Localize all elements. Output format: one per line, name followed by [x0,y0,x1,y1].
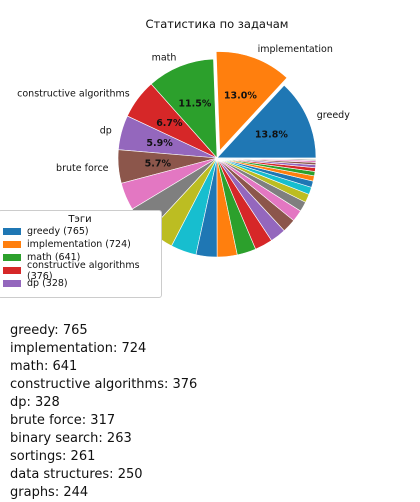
stat-line: binary search: 263 [10,431,132,446]
slice-category-label: math [152,52,177,63]
chart-title: Статистика по задачам [146,17,289,31]
stat-line: math: 641 [10,359,78,374]
slice-category-label: dp [100,125,112,136]
slice-percent-label: 13.8% [255,130,288,141]
slice-percent-label: 5.7% [145,159,172,170]
legend-entry: constructive algorithms (376) [0,260,161,282]
legend-entry: dp (328) [0,277,161,290]
stat-line: data structures: 250 [10,467,143,482]
legend-label: constructive algorithms (376) [27,259,140,282]
pie-slice-math [150,58,218,159]
stat-line: greedy: 765 [10,323,88,338]
pie-chart-svg: Статистика по задачам 13.8% greedy 13.0% im… [17,17,350,258]
slice-percent-label: 6.7% [156,118,183,129]
legend-label: dp (328) [27,278,68,289]
slice-category-label: implementation [258,44,333,55]
legend-swatch [3,280,21,287]
stat-line: implementation: 724 [10,341,147,356]
slice-percent-label: 13.0% [224,90,257,101]
pie-slice [216,157,317,159]
tag-stats-list: greedy: 765 implementation: 724 math: 64… [10,322,197,502]
legend-entry: math (641) [0,251,161,264]
legend-label: greedy (765) [27,226,89,237]
stat-line: brute force: 317 [10,413,116,428]
legend-label: math (641) [27,252,81,263]
legend-swatch [3,267,21,274]
stat-line: constructive algorithms: 376 [10,377,198,392]
legend-swatch [3,228,21,235]
slice-percent-label: 5.9% [146,138,173,149]
slice-category-label: greedy [317,110,350,121]
slice-percent-label: 11.5% [178,98,211,109]
slice-category-label: constructive algorithms [17,88,130,99]
stat-line: dp: 328 [10,395,60,410]
stat-line: sortings: 261 [10,449,96,464]
chart-legend: Тэги greedy (765) implementation (724) m… [0,210,162,298]
stat-line: graphs: 244 [10,485,89,500]
legend-label: implementation (724) [27,239,131,250]
pie-slice-greedy [216,84,317,159]
slice-category-label: brute force [56,163,109,174]
legend-title: Тэги [68,214,92,225]
pie-slice-implementation [215,51,288,152]
legend-swatch [3,241,21,248]
pie-chart: Статистика по задачам 13.8% greedy 13.0% im… [0,17,350,298]
legend-entry: implementation (724) [0,238,161,251]
legend-swatch [3,254,21,261]
legend-entry: greedy (765) [0,225,161,238]
